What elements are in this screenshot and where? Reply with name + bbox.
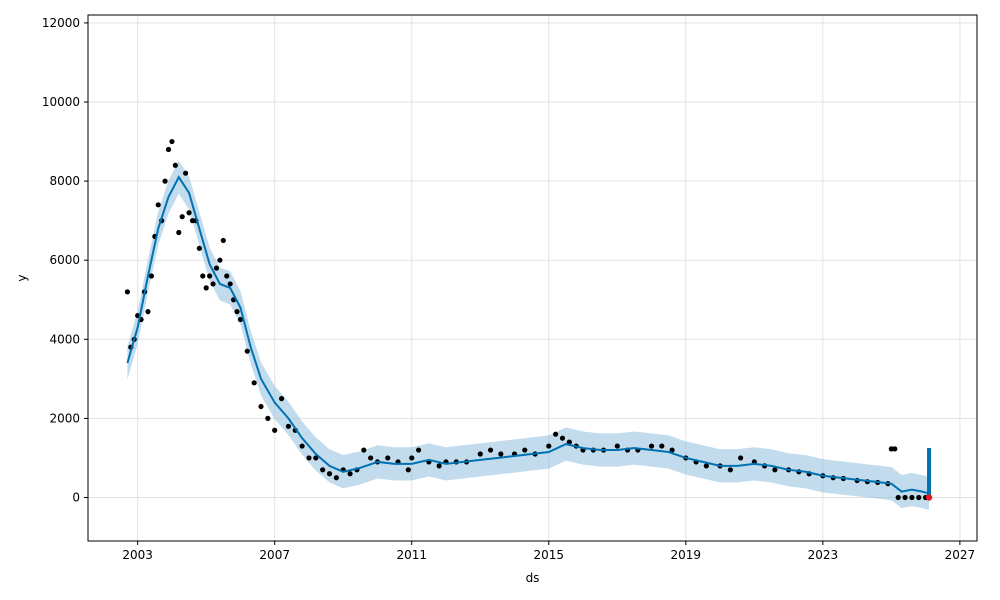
- observed-point: [210, 281, 216, 287]
- observed-point: [162, 178, 168, 184]
- x-axis-ticks: 2003 2007 2011 2015 2019 2023 2027: [122, 541, 975, 562]
- observed-point: [498, 451, 504, 457]
- observed-point: [487, 447, 494, 453]
- x-tick-label: 2027: [945, 548, 976, 562]
- observed-point: [155, 202, 161, 208]
- observed-point: [703, 463, 709, 469]
- observed-point: [895, 494, 901, 501]
- x-tick-label: 2011: [396, 548, 427, 562]
- observed-point: [224, 273, 230, 279]
- observed-point: [477, 451, 483, 457]
- observed-point: [265, 415, 271, 421]
- observed-point: [203, 285, 209, 291]
- observed-point: [559, 435, 566, 441]
- uncertainty-band-area: [127, 160, 930, 511]
- observed-point: [285, 423, 292, 429]
- observed-point: [272, 427, 278, 433]
- observed-point: [553, 431, 559, 437]
- observed-point: [306, 455, 312, 461]
- observed-point: [405, 467, 411, 473]
- observed-point: [347, 471, 353, 477]
- observed-point: [902, 494, 908, 501]
- observed-point: [148, 273, 154, 279]
- highlight-points: [925, 494, 933, 501]
- observed-point: [244, 348, 250, 354]
- forecast-series-line: [126, 175, 930, 495]
- observed-point: [659, 443, 665, 449]
- observed-point: [436, 463, 442, 469]
- observed-point: [200, 273, 206, 279]
- observed-point: [385, 455, 391, 461]
- plot-frame: [87, 14, 978, 542]
- observed-point: [313, 455, 319, 461]
- observed-point: [124, 289, 130, 295]
- x-tick-label: 2023: [808, 548, 839, 562]
- observed-point: [909, 494, 915, 501]
- y-tick-label: 0: [72, 490, 80, 504]
- y-axis-label: y: [15, 274, 29, 281]
- y-tick-label: 4000: [49, 332, 80, 346]
- observed-point: [727, 467, 733, 473]
- y-tick-label: 8000: [49, 174, 80, 188]
- x-tick-label: 2015: [533, 548, 564, 562]
- observed-point: [669, 447, 675, 453]
- observed-point: [333, 475, 339, 481]
- observed-point: [207, 273, 213, 279]
- observed-point: [172, 162, 178, 168]
- observed-point: [278, 396, 285, 402]
- observed-point: [220, 237, 226, 244]
- gridlines: [88, 15, 977, 541]
- observed-point: [227, 281, 233, 287]
- observed-point: [217, 257, 223, 263]
- observed-point: [738, 455, 744, 461]
- x-tick-label: 2007: [259, 548, 290, 562]
- observed-point: [176, 229, 182, 236]
- forecast-line: [126, 175, 932, 498]
- x-tick-label: 2003: [122, 548, 153, 562]
- x-axis-label: ds: [526, 571, 540, 585]
- observed-point: [299, 443, 305, 449]
- y-axis-ticks: 0 2000 4000 6000 8000 10000 12000: [42, 16, 88, 504]
- observed-point: [258, 403, 264, 410]
- observed-point: [361, 447, 367, 453]
- observed-point: [213, 265, 220, 271]
- observed-point: [546, 443, 552, 449]
- observed-point: [614, 443, 620, 449]
- observed-point: [237, 316, 244, 323]
- observed-point: [326, 471, 333, 477]
- highlight-point: [925, 494, 933, 501]
- observed-point: [409, 455, 415, 461]
- x-tick-label: 2019: [671, 548, 702, 562]
- observed-point: [234, 309, 240, 315]
- y-tick-label: 6000: [49, 253, 80, 267]
- observed-point: [916, 494, 922, 501]
- observed-point: [186, 210, 192, 216]
- uncertainty-band: [127, 160, 930, 511]
- observed-point: [165, 146, 172, 153]
- observed-point: [892, 446, 898, 452]
- observed-point: [179, 214, 185, 220]
- observed-point: [566, 439, 572, 445]
- observed-point: [320, 467, 326, 473]
- y-tick-label: 10000: [42, 95, 80, 109]
- observed-point: [251, 380, 257, 386]
- observed-point: [145, 309, 151, 315]
- observed-point: [169, 138, 175, 145]
- observed-point: [522, 447, 528, 453]
- y-tick-label: 12000: [42, 16, 80, 30]
- observed-point: [772, 467, 778, 473]
- observed-point: [415, 447, 422, 453]
- y-tick-label: 2000: [49, 411, 80, 425]
- observed-point: [183, 170, 189, 176]
- observed-point: [196, 245, 202, 251]
- observed-point: [648, 443, 655, 449]
- observed-point: [368, 455, 374, 461]
